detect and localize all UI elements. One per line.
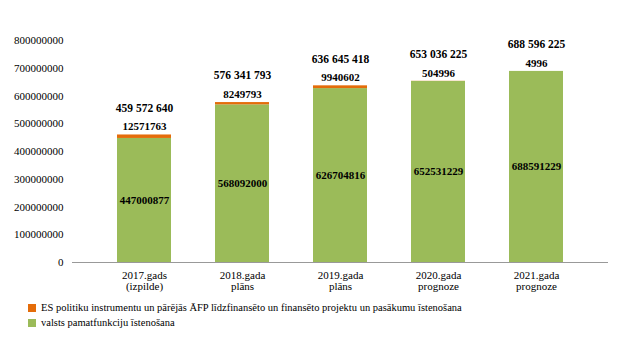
svg-text:576 341 793: 576 341 793 xyxy=(214,69,272,81)
svg-text:500000000: 500000000 xyxy=(14,117,64,129)
svg-text:700000000: 700000000 xyxy=(14,62,64,74)
html-text:valsts pamatfunkciju īstenošan: valsts pamatfunkciju īstenošana xyxy=(41,317,175,328)
svg-text:2018.gadaplāns: 2018.gadaplāns xyxy=(220,269,266,292)
svg-text:504996: 504996 xyxy=(422,67,456,79)
svg-text:653 036 225: 653 036 225 xyxy=(410,48,468,60)
svg-text:600000000: 600000000 xyxy=(14,90,64,102)
svg-text:459 572 640: 459 572 640 xyxy=(116,102,174,114)
svg-text:0: 0 xyxy=(58,256,64,268)
svg-text:626704816: 626704816 xyxy=(316,169,366,181)
svg-text:652531229: 652531229 xyxy=(414,165,464,177)
svg-text:200000000: 200000000 xyxy=(14,201,64,213)
svg-text:2020.gadaprognoze: 2020.gadaprognoze xyxy=(416,269,462,292)
svg-text:2019.gadaplāns: 2019.gadaplāns xyxy=(318,269,364,292)
svg-text:100000000: 100000000 xyxy=(14,228,64,240)
svg-text:8249793: 8249793 xyxy=(223,88,262,100)
svg-text:9940602: 9940602 xyxy=(321,71,360,83)
svg-text:300000000: 300000000 xyxy=(14,173,64,185)
svg-text:12571763: 12571763 xyxy=(123,120,168,132)
svg-text:447000877: 447000877 xyxy=(120,194,170,206)
svg-text:2017.gads(izpilde): 2017.gads(izpilde) xyxy=(122,269,167,293)
svg-text:2021.gadaprognoze: 2021.gadaprognoze xyxy=(514,269,560,292)
svg-text:4996: 4996 xyxy=(526,57,549,69)
svg-text:568092000: 568092000 xyxy=(218,177,268,189)
svg-text:636 645 418: 636 645 418 xyxy=(312,53,370,65)
html-text:ES politiku instrumentu un pār: ES politiku instrumentu un pārējās ĀFP l… xyxy=(41,302,462,313)
svg-text:688591229: 688591229 xyxy=(512,160,562,172)
svg-text:688 596 225: 688 596 225 xyxy=(508,38,566,50)
svg-text:800000000: 800000000 xyxy=(14,34,64,46)
svg-text:400000000: 400000000 xyxy=(14,145,64,157)
